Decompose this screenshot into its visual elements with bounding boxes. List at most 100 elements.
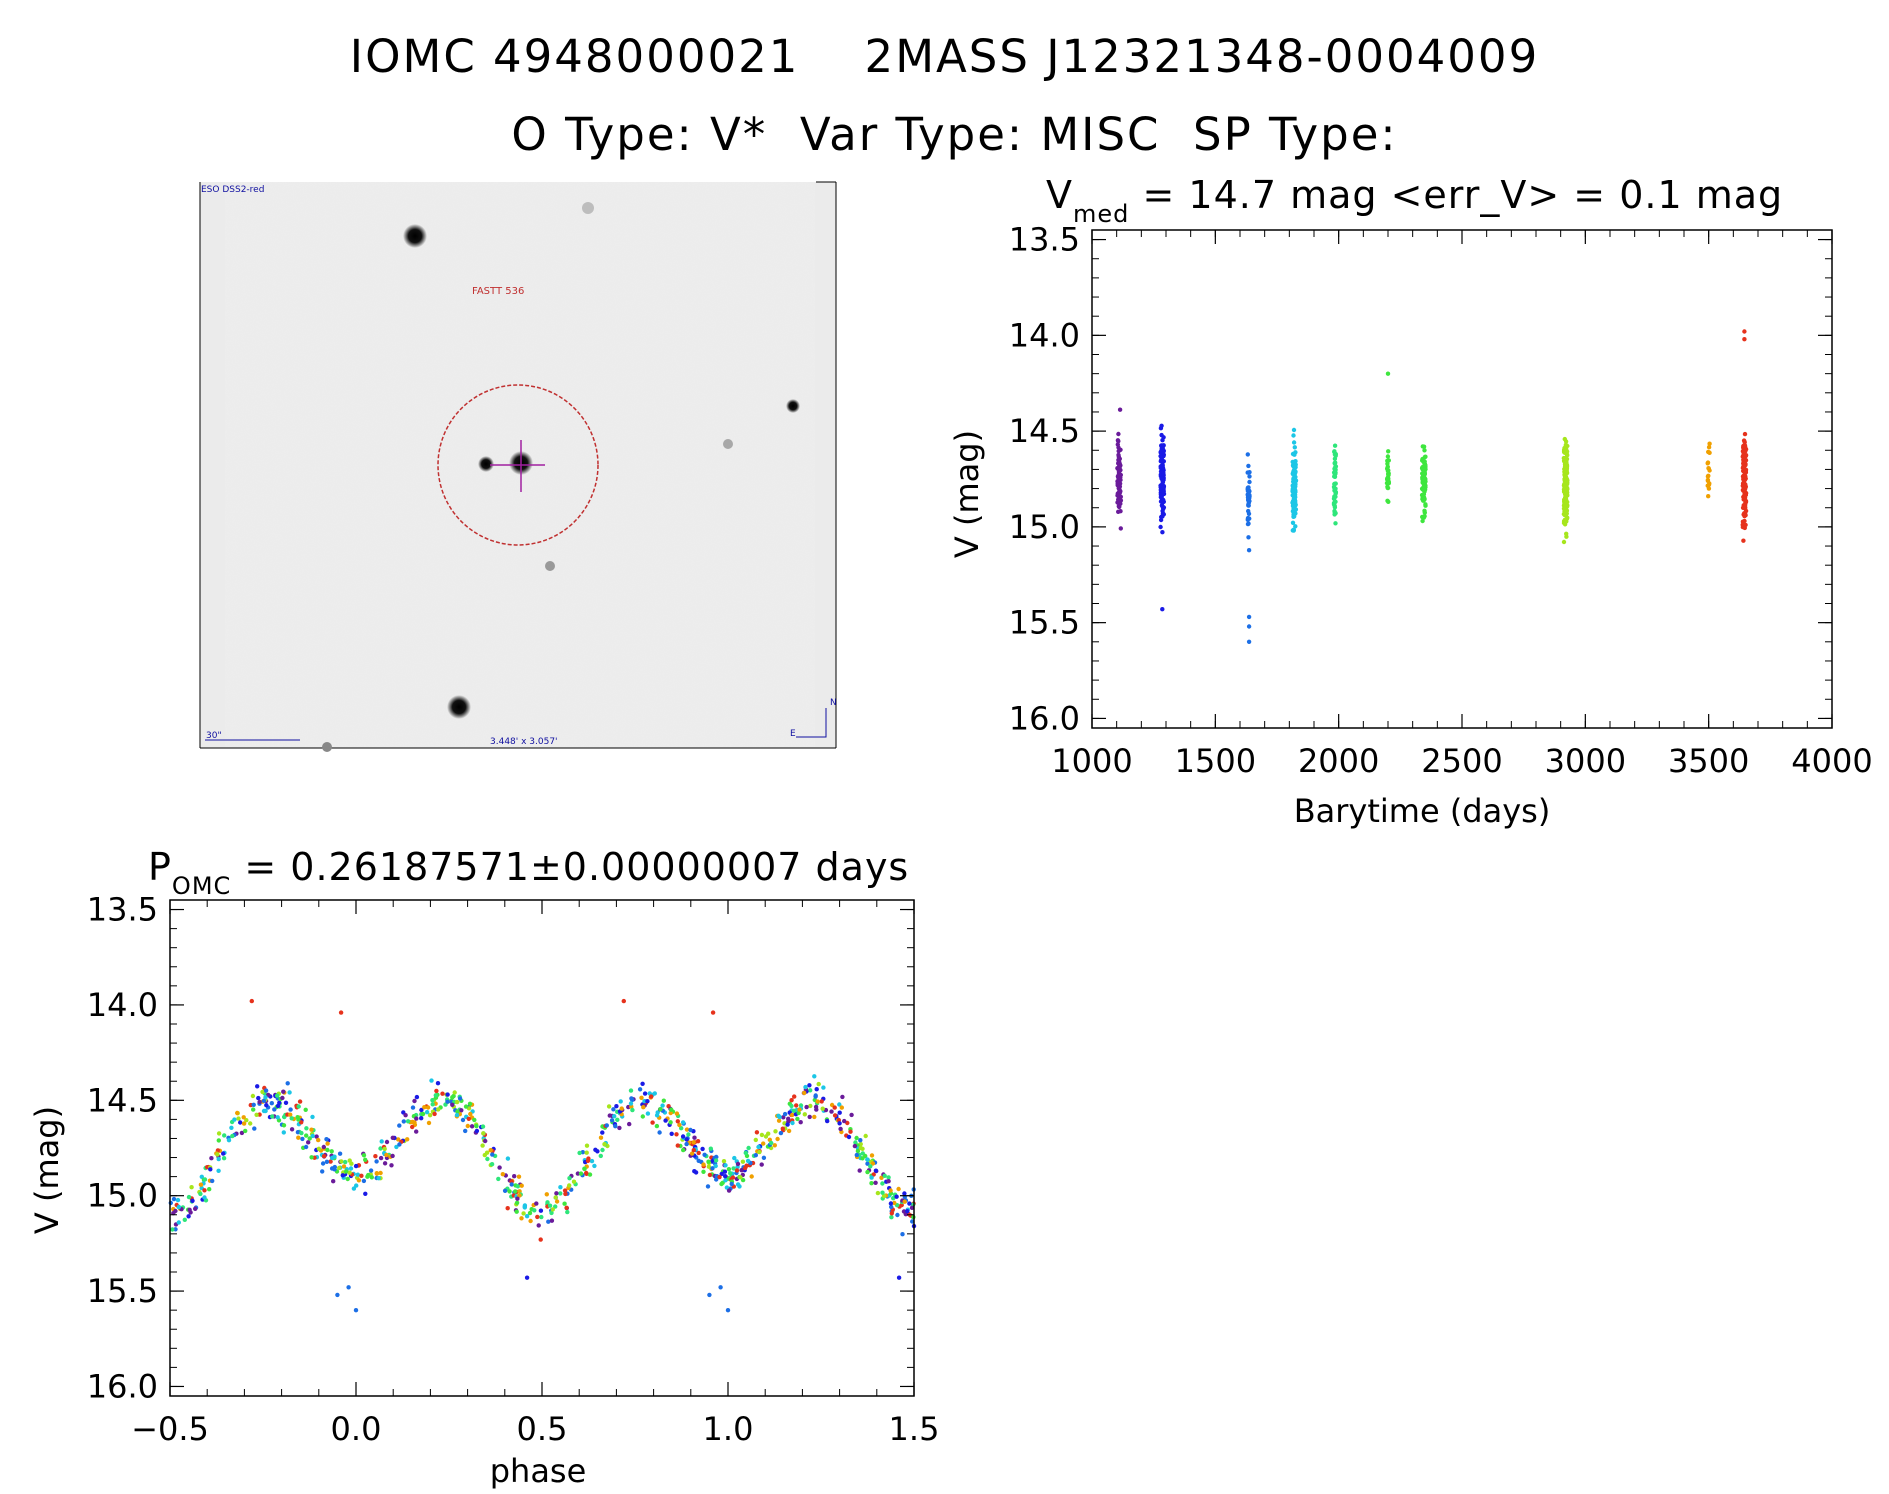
chart2-point <box>813 1104 819 1110</box>
chart1-point <box>1292 492 1298 497</box>
chart1-point <box>1291 483 1297 489</box>
chart2-point <box>296 1104 301 1109</box>
target-label: FASTT 536 <box>472 286 524 297</box>
chart1-point <box>1158 426 1164 431</box>
chart2-point <box>466 1116 471 1122</box>
chart1-point <box>1706 445 1712 450</box>
chart2-point <box>182 1217 187 1223</box>
star <box>786 399 800 413</box>
chart1-ytick-label: 16.0 <box>1009 699 1080 737</box>
chart2-point <box>900 1232 905 1237</box>
chart2-point <box>873 1180 878 1186</box>
chart2-point <box>505 1156 511 1161</box>
chart1-title-rest: = 14.7 mag <err_V> = 0.1 mag <box>1129 173 1783 217</box>
chart2-point <box>405 1119 411 1124</box>
chart2-point <box>618 1099 623 1104</box>
chart1-point <box>1246 502 1251 507</box>
chart2-point <box>778 1130 784 1136</box>
chart1-point <box>1158 453 1163 459</box>
chart2-point <box>802 1090 807 1096</box>
chart1-point <box>1247 474 1252 479</box>
chart2-point <box>630 1107 635 1113</box>
chart1-frame <box>1091 229 1833 729</box>
chart1-point <box>1246 463 1251 469</box>
chart1-xlabel: Barytime (days) <box>1294 792 1551 830</box>
chart2-point <box>675 1119 680 1124</box>
chart2-point <box>513 1189 518 1194</box>
chart2-point <box>814 1087 819 1092</box>
chart2-point <box>410 1124 415 1130</box>
chart1-point <box>1160 480 1166 485</box>
chart2-point <box>186 1214 191 1219</box>
chart2-point <box>562 1188 568 1193</box>
chart2-point <box>353 1163 359 1169</box>
chart1-point <box>1742 337 1747 342</box>
chart2-point <box>175 1197 181 1203</box>
chart1-point <box>1291 528 1296 533</box>
chart2-point <box>686 1132 691 1137</box>
chart1-point <box>1160 504 1166 510</box>
chart1-point <box>1562 460 1568 465</box>
chart1-point <box>1741 438 1747 443</box>
chart2-point <box>281 1123 287 1128</box>
chart1-point <box>1385 466 1390 471</box>
chart2-point <box>516 1174 522 1179</box>
chart2-point <box>740 1177 746 1183</box>
chart2-point <box>798 1120 803 1125</box>
star <box>723 439 733 449</box>
chart2-point <box>485 1156 490 1162</box>
chart2-point <box>598 1135 604 1140</box>
chart2-point <box>489 1162 495 1167</box>
chart2-point <box>600 1147 605 1153</box>
chart2-point <box>524 1275 530 1280</box>
chart2-point <box>654 1113 660 1118</box>
chart2-point <box>619 1106 624 1111</box>
chart2-point <box>611 1107 616 1112</box>
chart1-point <box>1562 499 1568 504</box>
chart2-point <box>612 1114 617 1119</box>
chart2-point <box>808 1103 813 1109</box>
chart2-point <box>515 1184 521 1189</box>
chart1-ytick-label: 14.5 <box>1009 412 1080 450</box>
compass-arrows <box>796 708 827 738</box>
chart2-point <box>710 1010 716 1015</box>
chart2-point <box>343 1169 349 1174</box>
chart2-frame <box>169 899 915 1397</box>
chart1-point <box>1421 515 1427 520</box>
chart2-point <box>480 1124 486 1129</box>
chart2-point <box>786 1128 792 1134</box>
chart2-point <box>567 1176 572 1181</box>
chart2-point <box>261 1108 267 1114</box>
chart2-point <box>216 1138 221 1143</box>
chart2-point <box>430 1098 435 1103</box>
chart2-point <box>275 1103 281 1109</box>
chart1-ytick-label: 15.0 <box>1009 508 1080 546</box>
chart2-point <box>314 1134 319 1139</box>
chart2-point <box>296 1135 301 1140</box>
chart2-point <box>695 1139 701 1144</box>
chart2-point <box>745 1158 751 1164</box>
chart2-point <box>379 1139 384 1144</box>
chart2-point <box>355 1172 360 1177</box>
chart2-point <box>536 1223 541 1228</box>
chart2-point <box>295 1115 300 1120</box>
chart2-point <box>366 1172 371 1178</box>
chart2-point <box>176 1204 182 1210</box>
chart2-point <box>216 1131 222 1136</box>
chart2-ytick-label: 14.5 <box>87 1081 158 1119</box>
chart2-ytick-label: 14.0 <box>87 986 158 1024</box>
chart2-point <box>236 1116 241 1121</box>
chart2-point <box>335 1292 340 1298</box>
chart2-point <box>331 1179 336 1184</box>
chart2-point <box>696 1150 701 1156</box>
chart2-point <box>804 1104 809 1110</box>
chart2-title-main: P <box>148 845 172 889</box>
scale-label: 30" <box>206 731 222 741</box>
chart2-point <box>226 1138 232 1143</box>
chart2-point <box>865 1161 870 1166</box>
chart2-point <box>328 1159 333 1164</box>
chart2-point <box>606 1104 612 1109</box>
chart2-point <box>433 1093 438 1098</box>
chart1-point <box>1706 449 1711 455</box>
chart1-ytick-label: 13.5 <box>1009 221 1080 259</box>
